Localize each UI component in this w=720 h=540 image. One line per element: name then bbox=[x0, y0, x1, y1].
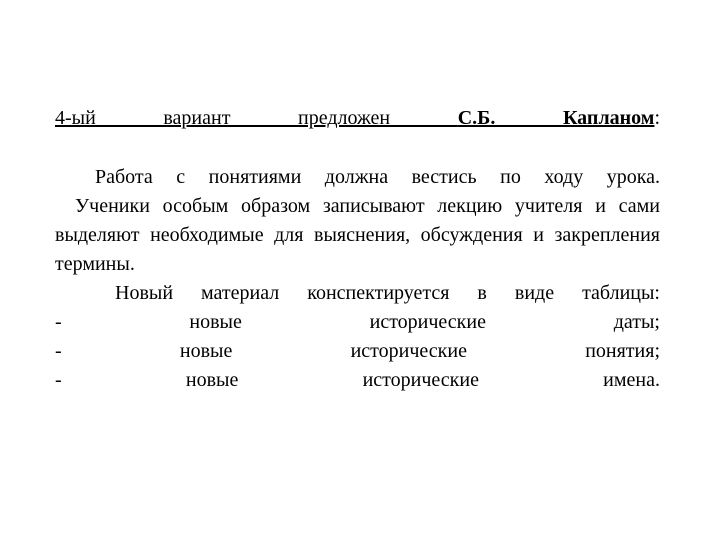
paragraph-2: Ученики особым образом записывают лекцию… bbox=[55, 192, 660, 279]
heading-underlined: 4-ый вариант предложен С.Б. Капланом bbox=[55, 107, 654, 129]
heading-line: 4-ый вариант предложен С.Б. Капланом: bbox=[55, 104, 660, 133]
heading-tail: : bbox=[654, 107, 660, 129]
document-page: 4-ый вариант предложен С.Б. Капланом: Ра… bbox=[0, 0, 720, 540]
list-item: - новые исторические понятия; bbox=[55, 337, 660, 366]
list-item: - новые исторические имена. bbox=[55, 366, 660, 395]
list-item: - новые исторические даты; bbox=[55, 308, 660, 337]
paragraph-3: Новый материал конспектируется в виде та… bbox=[55, 279, 660, 308]
heading-author: С.Б. Капланом bbox=[458, 107, 655, 129]
paragraph-1: Работа с понятиями должна вестись по ход… bbox=[55, 163, 660, 192]
heading-prefix: 4-ый вариант предложен bbox=[55, 107, 458, 129]
